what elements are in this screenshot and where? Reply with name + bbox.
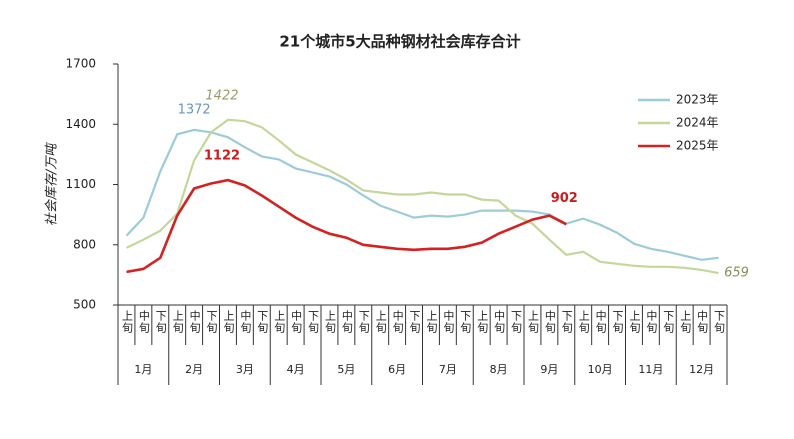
x-tick-label: 中旬 [594, 310, 607, 334]
x-tick-label: 中旬 [645, 310, 658, 334]
data-label: 1122 [204, 149, 240, 164]
month-label: 10月 [588, 363, 613, 376]
series-line [126, 118, 719, 275]
x-tick-label: 中旬 [290, 310, 303, 334]
x-tick-label: 中旬 [137, 310, 150, 334]
x-tick-label: 下旬 [713, 310, 726, 334]
x-tick-label: 上旬 [679, 310, 692, 334]
x-tick-label: 下旬 [205, 310, 218, 334]
x-tick-label: 上旬 [425, 310, 438, 334]
month-label: 9月 [540, 363, 558, 376]
x-tick-label: 中旬 [442, 310, 455, 334]
x-tick-label: 上旬 [222, 310, 235, 334]
series-line [126, 178, 567, 274]
x-tick-label: 上旬 [273, 310, 286, 334]
x-tick-label: 下旬 [459, 310, 472, 334]
legend-label: 2025年 [676, 139, 719, 153]
x-tick-label: 中旬 [188, 310, 201, 334]
x-tick-label: 上旬 [526, 310, 539, 334]
x-tick-label: 下旬 [662, 310, 675, 334]
y-tick-label: 800 [73, 237, 96, 251]
x-tick-label: 上旬 [374, 310, 387, 334]
chart-title: 21个城市5大品种钢材社会库存合计 [279, 33, 520, 51]
month-label: 4月 [287, 363, 305, 376]
x-tick-label: 上旬 [323, 310, 336, 334]
data-label: 1372 [178, 102, 211, 117]
x-tick-label: 上旬 [577, 310, 590, 334]
legend-label: 2024年 [676, 116, 719, 130]
x-tick-label: 下旬 [560, 310, 573, 334]
x-tick-label: 中旬 [340, 310, 353, 334]
month-label: 11月 [638, 363, 663, 376]
x-tick-label: 上旬 [120, 310, 133, 334]
x-tick-label: 中旬 [493, 310, 506, 334]
x-tick-label: 上旬 [476, 310, 489, 334]
month-label: 5月 [337, 363, 355, 376]
x-tick-label: 下旬 [357, 310, 370, 334]
x-tick-label: 上旬 [628, 310, 641, 334]
data-label: 659 [724, 266, 749, 281]
x-tick-label: 上旬 [171, 310, 184, 334]
month-label: 6月 [388, 363, 406, 376]
x-tick-label: 中旬 [543, 310, 556, 334]
month-label: 2月 [185, 363, 203, 376]
data-label: 902 [551, 191, 578, 206]
legend-label: 2023年 [676, 93, 719, 107]
x-tick-label: 下旬 [611, 310, 624, 334]
data-label: 1422 [205, 88, 238, 103]
month-label: 1月 [134, 363, 152, 376]
x-tick-label: 中旬 [696, 310, 709, 334]
x-tick-label: 中旬 [239, 310, 252, 334]
x-tick-label: 下旬 [256, 310, 269, 334]
month-label: 3月 [236, 363, 254, 376]
x-tick-label: 下旬 [510, 310, 523, 334]
month-label: 8月 [490, 363, 508, 376]
y-tick-label: 1400 [65, 117, 96, 131]
y-tick-label: 500 [73, 298, 96, 312]
x-tick-label: 下旬 [307, 310, 320, 334]
x-tick-label: 中旬 [391, 310, 404, 334]
month-label: 7月 [439, 363, 457, 376]
x-tick-label: 下旬 [408, 310, 421, 334]
y-axis-label: 社会库存/万吨 [45, 142, 60, 226]
month-label: 12月 [689, 363, 714, 376]
x-tick-label: 下旬 [154, 310, 167, 334]
y-tick-label: 1700 [65, 57, 96, 71]
series-line [125, 128, 719, 261]
y-tick-label: 1100 [65, 177, 96, 191]
